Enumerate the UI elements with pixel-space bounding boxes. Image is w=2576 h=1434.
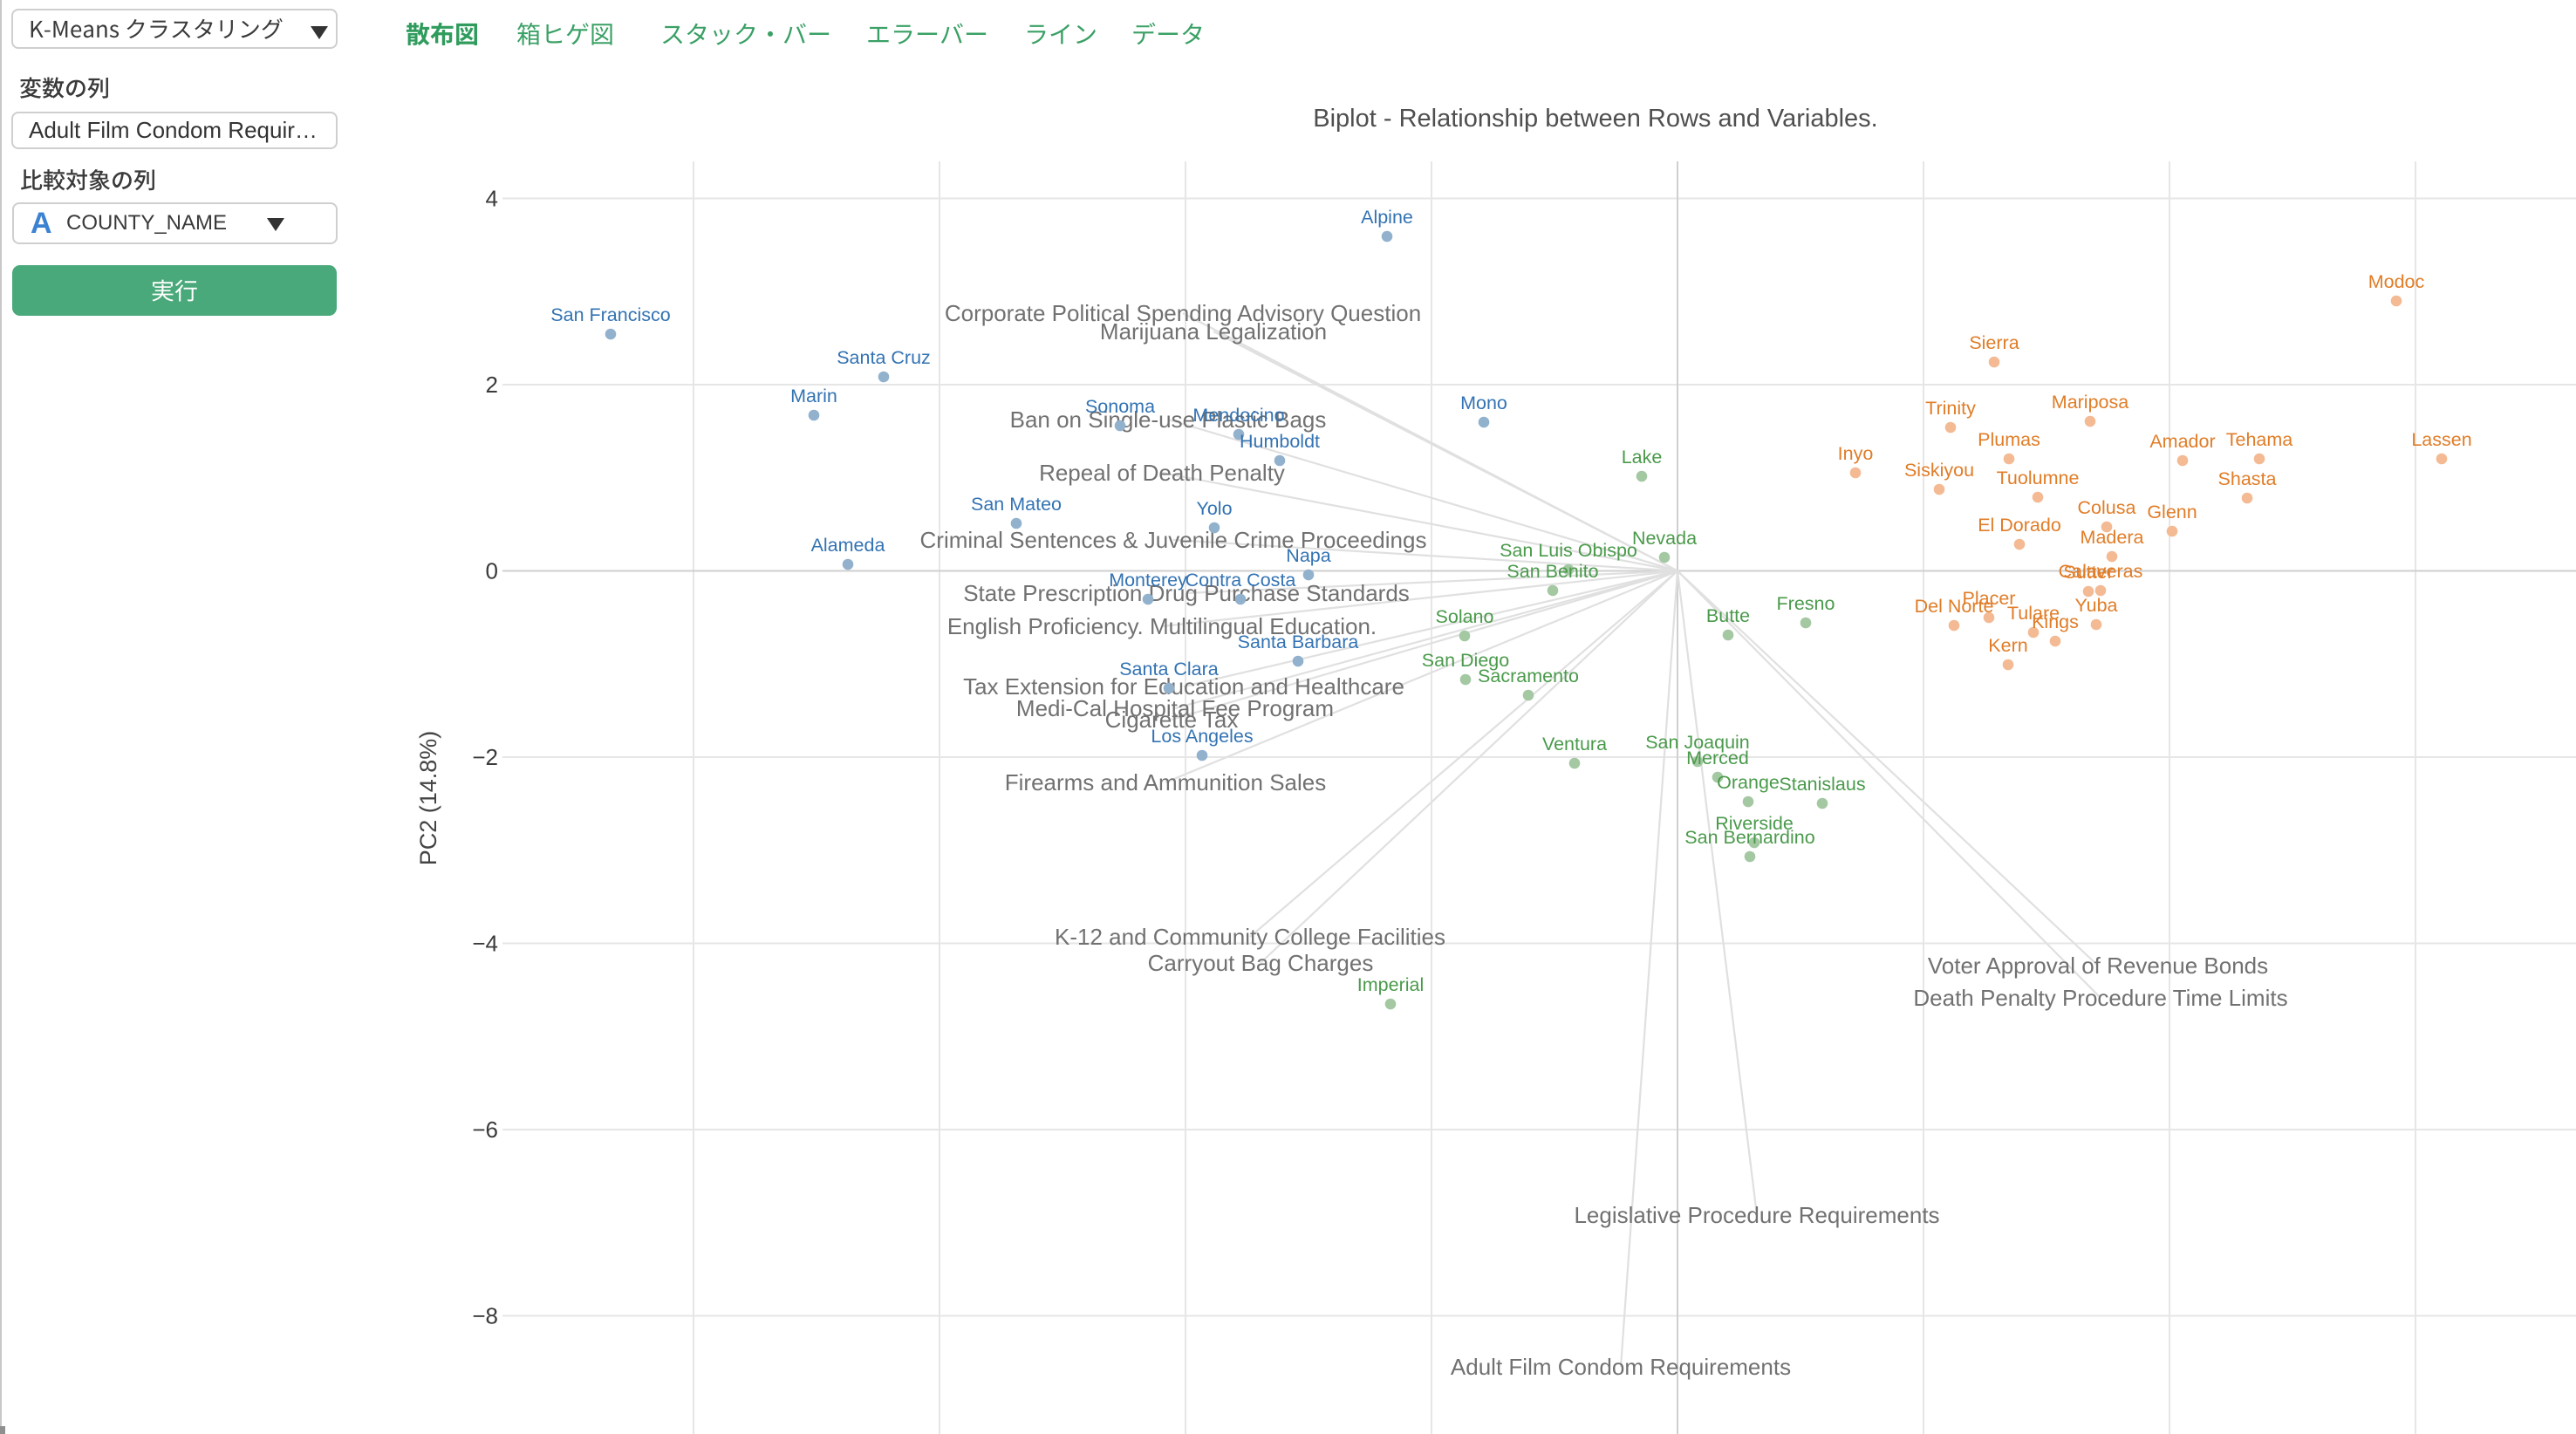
svg-text:−2: −2 [472, 744, 498, 770]
svg-text:Kings: Kings [2032, 611, 2079, 632]
svg-text:Colusa: Colusa [2078, 497, 2136, 518]
svg-text:PC2 (14.8%): PC2 (14.8%) [415, 731, 441, 866]
svg-text:Yolo: Yolo [1196, 498, 1232, 519]
svg-text:Cigarette Tax: Cigarette Tax [1105, 707, 1239, 733]
svg-text:Tuolumne: Tuolumne [1997, 468, 2080, 488]
svg-text:2: 2 [486, 372, 498, 398]
svg-text:−4: −4 [472, 931, 498, 957]
svg-text:Modoc: Modoc [2368, 271, 2425, 292]
svg-text:Marin: Marin [790, 386, 837, 406]
svg-text:Tulare: Tulare [2007, 603, 2060, 624]
svg-text:Contra Costa: Contra Costa [1186, 570, 1296, 591]
svg-text:Carryout Bag Charges: Carryout Bag Charges [1148, 950, 1374, 976]
svg-text:Sonoma: Sonoma [1085, 396, 1155, 417]
svg-text:San Mateo: San Mateo [971, 494, 1062, 515]
svg-text:Orange: Orange [1717, 772, 1780, 793]
svg-text:Del Norte: Del Norte [1915, 596, 1994, 617]
svg-text:Criminal Sentences & Juvenile: Criminal Sentences & Juvenile Crime Proc… [920, 527, 1427, 553]
svg-text:Tehama: Tehama [2226, 429, 2293, 450]
svg-text:Sacramento: Sacramento [1478, 666, 1579, 686]
svg-text:Medi-Cal Hospital Fee Program: Medi-Cal Hospital Fee Program [1016, 695, 1334, 721]
svg-text:Sierra: Sierra [1969, 332, 2019, 353]
svg-text:Fresno: Fresno [1777, 593, 1835, 614]
svg-text:San Bernardino: San Bernardino [1684, 827, 1814, 848]
svg-text:4: 4 [486, 186, 498, 212]
svg-text:Firearms and Ammunition Sales: Firearms and Ammunition Sales [1005, 769, 1326, 796]
svg-text:Death Penalty Procedure Time L: Death Penalty Procedure Time Limits [1913, 985, 2287, 1011]
svg-text:Lake: Lake [1622, 447, 1663, 468]
svg-text:Voter Approval of Revenue Bond: Voter Approval of Revenue Bonds [1928, 953, 2268, 979]
svg-text:Legislative Procedure Requirem: Legislative Procedure Requirements [1574, 1202, 1939, 1228]
svg-text:Glenn: Glenn [2147, 502, 2197, 522]
svg-text:English Proficiency. Multiling: English Proficiency. Multilingual Educat… [947, 613, 1377, 639]
svg-text:Mendocino: Mendocino [1192, 405, 1284, 426]
svg-text:Corporate Political Spending A: Corporate Political Spending Advisory Qu… [945, 300, 1421, 326]
svg-text:Sutter: Sutter [2063, 562, 2113, 583]
svg-text:San Luis Obispo: San Luis Obispo [1500, 540, 1637, 561]
svg-text:San Diego: San Diego [1422, 650, 1509, 671]
svg-text:Mono: Mono [1460, 393, 1507, 413]
svg-text:Tax Extension for Education an: Tax Extension for Education and Healthca… [963, 673, 1404, 700]
svg-text:San Joaquin: San Joaquin [1645, 732, 1750, 753]
svg-text:Repeal of Death Penalty: Repeal of Death Penalty [1039, 460, 1285, 486]
svg-text:Calaveras: Calaveras [2059, 561, 2143, 582]
svg-text:Santa Clara: Santa Clara [1119, 659, 1219, 679]
svg-text:San Francisco: San Francisco [550, 304, 670, 325]
svg-text:Merced: Merced [1686, 748, 1749, 768]
svg-text:Biplot - Relationship between: Biplot - Relationship between Rows and V… [1313, 105, 1878, 133]
svg-text:K-12 and Community College Fac: K-12 and Community College Facilities [1055, 924, 1445, 950]
svg-text:Amador: Amador [2149, 431, 2215, 452]
svg-text:Napa: Napa [1286, 545, 1330, 566]
svg-text:Madera: Madera [2081, 527, 2144, 548]
svg-text:Trinity: Trinity [1925, 398, 1976, 419]
svg-text:Mariposa: Mariposa [2052, 392, 2128, 413]
svg-text:Inyo: Inyo [1838, 443, 1874, 464]
svg-text:Humboldt: Humboldt [1240, 431, 1320, 452]
svg-text:Nevada: Nevada [1632, 528, 1697, 549]
svg-text:Monterey: Monterey [1109, 570, 1187, 591]
svg-text:Alameda: Alameda [811, 535, 885, 556]
svg-text:Shasta: Shasta [2218, 468, 2277, 489]
svg-text:Santa Cruz: Santa Cruz [837, 347, 931, 368]
svg-text:Ventura: Ventura [1542, 734, 1607, 755]
svg-text:Siskiyou: Siskiyou [1904, 460, 1974, 481]
svg-text:Imperial: Imperial [1357, 974, 1424, 995]
svg-text:State Prescription Drug Purcha: State Prescription Drug Purchase Standar… [963, 580, 1410, 606]
svg-text:San Benito: San Benito [1507, 561, 1598, 582]
svg-text:Ban on Single-use Plastic Bags: Ban on Single-use Plastic Bags [1010, 406, 1327, 433]
svg-text:0: 0 [486, 558, 498, 584]
svg-text:Placer: Placer [1963, 588, 2016, 609]
svg-text:El Dorado: El Dorado [1978, 515, 2061, 536]
svg-text:Kern: Kern [1988, 635, 2027, 656]
svg-text:−8: −8 [472, 1303, 498, 1329]
svg-text:Butte: Butte [1706, 605, 1750, 626]
svg-text:Riverside: Riverside [1715, 813, 1794, 834]
svg-text:Santa Barbara: Santa Barbara [1238, 632, 1359, 652]
svg-text:Yuba: Yuba [2074, 595, 2117, 616]
svg-text:Solano: Solano [1436, 606, 1494, 627]
svg-text:Plumas: Plumas [1978, 429, 2040, 450]
svg-text:Stanislaus: Stanislaus [1779, 774, 1865, 795]
svg-text:Marijuana Legalization: Marijuana Legalization [1100, 318, 1327, 345]
svg-text:Los Angeles: Los Angeles [1151, 726, 1253, 747]
svg-text:Alpine: Alpine [1361, 207, 1413, 228]
svg-text:−6: −6 [472, 1116, 498, 1143]
svg-text:Lassen: Lassen [2411, 429, 2471, 450]
svg-text:Adult Film Condom Requirements: Adult Film Condom Requirements [1451, 1354, 1791, 1380]
